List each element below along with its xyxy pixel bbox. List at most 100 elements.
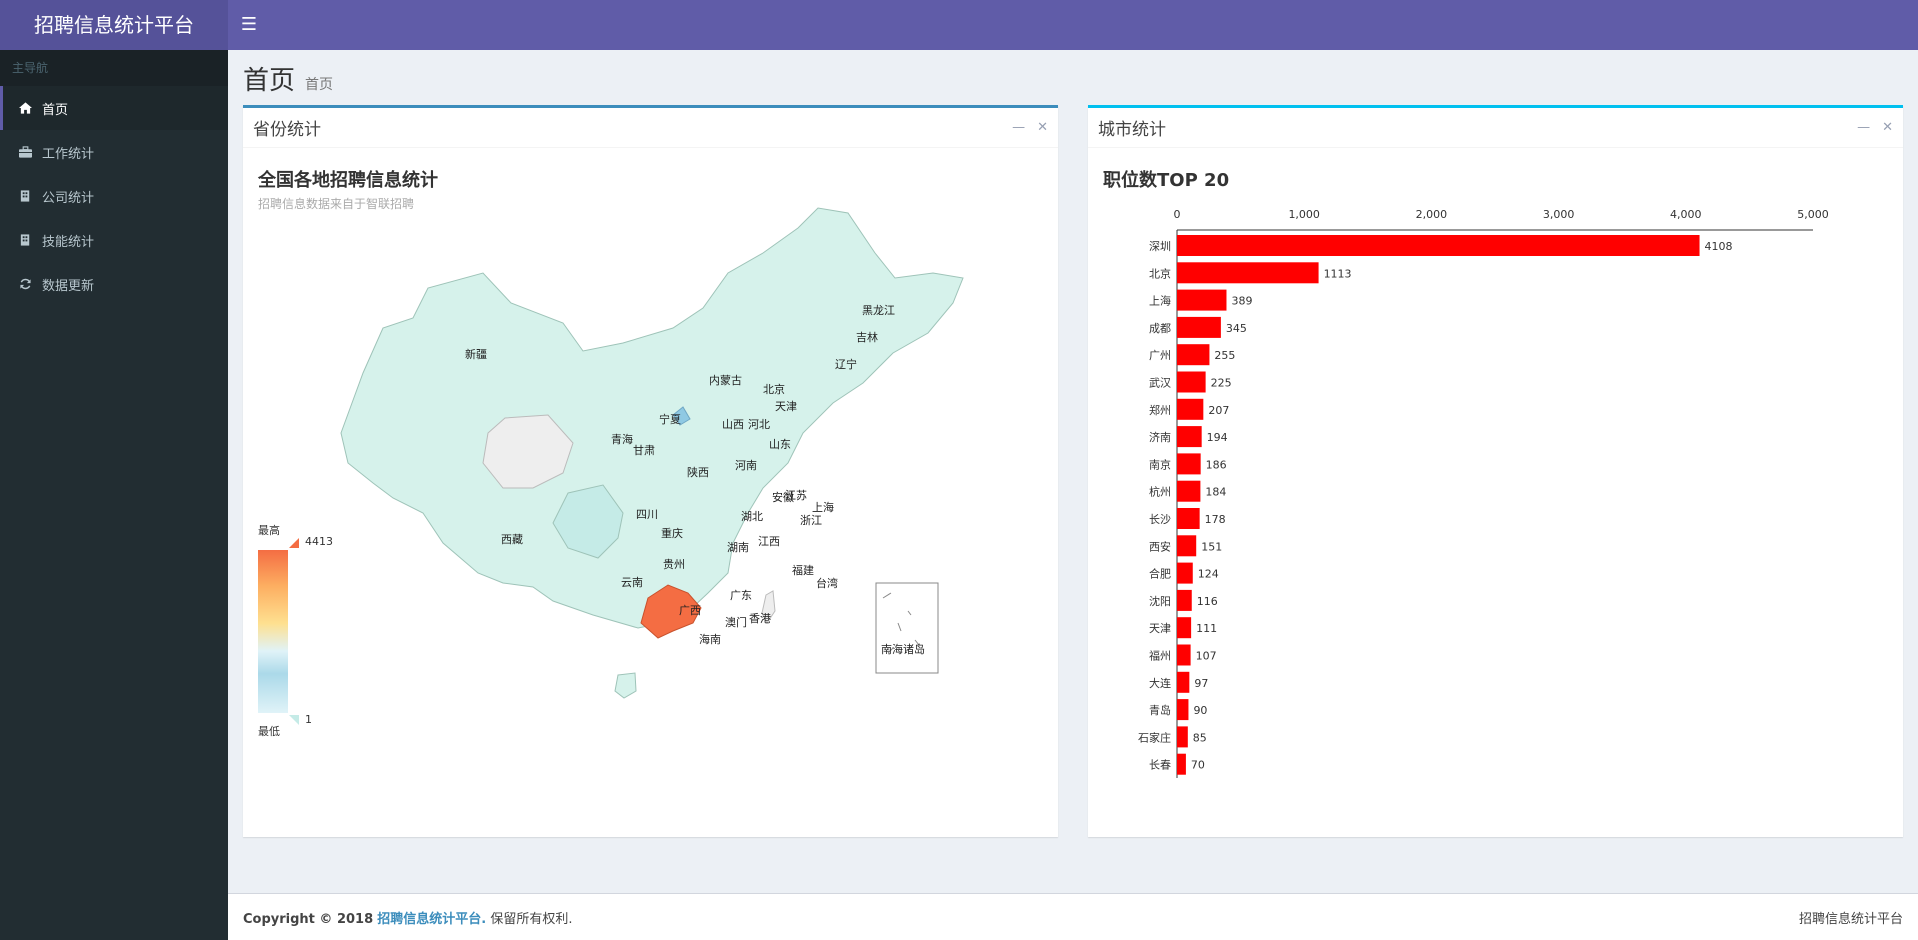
region-label: 黑龙江 xyxy=(862,304,895,317)
bar[interactable] xyxy=(1177,644,1191,666)
x-axis: 0 1,000 2,000 3,000 4,000 5,000 xyxy=(1174,208,1829,778)
region-label: 湖南 xyxy=(727,541,749,554)
china-map[interactable]: 新疆 西藏 青海 甘肃 宁夏 内蒙古 黑龙江 吉林 辽宁 北京 天津 河北 山西… xyxy=(243,153,1058,833)
bar-value-label: 85 xyxy=(1193,731,1207,744)
map-region-qinghai[interactable] xyxy=(482,414,574,489)
bar-value-label: 207 xyxy=(1208,404,1229,417)
y-tick-label: 天津 xyxy=(1149,622,1171,635)
bar[interactable] xyxy=(1177,371,1206,393)
bar[interactable] xyxy=(1177,508,1200,529)
map-region-hainan[interactable] xyxy=(614,672,637,699)
bar-value-label: 345 xyxy=(1226,322,1247,335)
bar-value-label: 116 xyxy=(1197,595,1218,608)
y-tick-label: 合肥 xyxy=(1149,567,1171,581)
bar-chart-title: 职位数TOP 20 xyxy=(1103,170,1230,191)
map-region-beijing[interactable] xyxy=(672,406,691,426)
sidebar-item-skill-stats[interactable]: 技能统计 xyxy=(0,218,228,262)
bar[interactable] xyxy=(1177,562,1193,584)
footer-brand-link[interactable]: 招聘信息统计平台. xyxy=(377,911,487,927)
region-label: 山东 xyxy=(769,438,791,451)
bar[interactable] xyxy=(1177,344,1210,366)
close-icon[interactable]: ✕ xyxy=(1882,120,1893,135)
bar-value-label: 151 xyxy=(1201,540,1222,553)
legend-low-handle[interactable] xyxy=(289,715,299,725)
y-tick-label: 西安 xyxy=(1149,539,1171,553)
bar[interactable] xyxy=(1177,753,1186,775)
box-tools: — ✕ xyxy=(1857,120,1893,135)
bar[interactable] xyxy=(1177,671,1190,693)
region-label: 陕西 xyxy=(687,465,709,479)
bar[interactable] xyxy=(1177,262,1319,284)
bar[interactable] xyxy=(1177,480,1201,502)
app-logo[interactable]: 招聘信息统计平台 xyxy=(0,0,228,50)
breadcrumb[interactable]: 首页 xyxy=(305,77,334,93)
bar-value-label: 178 xyxy=(1205,513,1226,526)
y-tick-label: 沈阳 xyxy=(1149,594,1171,608)
region-label: 广东 xyxy=(730,589,752,602)
region-label: 山西 xyxy=(722,418,744,431)
sidebar-item-company-stats[interactable]: 公司统计 xyxy=(0,174,228,218)
bar[interactable] xyxy=(1177,535,1197,557)
legend-high-handle[interactable] xyxy=(289,538,299,548)
region-label: 香港 xyxy=(749,612,771,625)
collapse-icon[interactable]: — xyxy=(1857,120,1871,135)
region-label: 四川 xyxy=(636,508,658,521)
bar[interactable] xyxy=(1177,398,1204,420)
x-tick-label: 1,000 xyxy=(1288,208,1320,221)
city-bar-chart[interactable]: 0 1,000 2,000 3,000 4,000 5,000 深圳 4108 北京 1113 上… xyxy=(1088,198,1903,838)
sidebar-toggle-icon[interactable]: ☰ xyxy=(240,14,258,35)
region-label: 新疆 xyxy=(465,347,487,361)
region-label: 河北 xyxy=(748,418,770,431)
box-title: 城市统计 xyxy=(1098,120,1166,140)
sidebar-item-job-stats[interactable]: 工作统计 xyxy=(0,130,228,174)
legend-gradient-bar[interactable] xyxy=(258,550,288,713)
bar-value-label: 1113 xyxy=(1324,267,1352,280)
y-tick-label: 长春 xyxy=(1149,759,1171,772)
sidebar-item-label: 技能统计 xyxy=(42,234,95,250)
bar[interactable] xyxy=(1177,289,1227,311)
map-chart-subtitle: 招聘信息数据来自于智联招聘 xyxy=(258,197,415,211)
bar-value-label: 111 xyxy=(1196,622,1217,635)
sidebar-item-label: 首页 xyxy=(42,102,69,118)
y-tick-label: 北京 xyxy=(1149,266,1171,280)
y-tick-label: 深圳 xyxy=(1149,240,1171,253)
collapse-icon[interactable]: — xyxy=(1012,120,1026,135)
app-title: 招聘信息统计平台 xyxy=(34,13,194,37)
close-icon[interactable]: ✕ xyxy=(1037,120,1048,135)
region-label: 辽宁 xyxy=(835,357,857,371)
province-stats-box: 省份统计 — ✕ 全国各地招聘信息统计 招聘信息数据来自于智联招聘 xyxy=(243,105,1058,837)
sidebar-item-home[interactable]: 首页 xyxy=(0,86,228,130)
page-title: 首页 xyxy=(243,66,296,96)
region-label: 吉林 xyxy=(856,330,878,344)
region-label: 安徽 xyxy=(772,490,794,504)
map-region-mainland[interactable] xyxy=(340,207,964,629)
sidebar-item-data-update[interactable]: 数据更新 xyxy=(0,262,228,306)
bar[interactable] xyxy=(1177,426,1202,448)
y-tick-label: 长沙 xyxy=(1149,513,1171,526)
bar[interactable] xyxy=(1177,235,1700,256)
region-label: 河南 xyxy=(735,459,757,472)
region-label: 贵州 xyxy=(663,558,685,571)
region-label: 广西 xyxy=(679,604,701,617)
map-region-guangdong[interactable] xyxy=(640,584,702,639)
map-region-taiwan[interactable] xyxy=(761,590,776,624)
bar[interactable] xyxy=(1177,617,1192,639)
footer-right-text: 招聘信息统计平台 xyxy=(1798,911,1903,927)
top-navbar: ☰ xyxy=(228,0,1918,50)
bar-value-label: 184 xyxy=(1205,486,1226,499)
bar[interactable] xyxy=(1177,726,1188,748)
region-label: 天津 xyxy=(775,400,797,413)
region-label: 重庆 xyxy=(661,526,683,540)
home-icon xyxy=(18,102,32,114)
region-label: 江西 xyxy=(758,535,780,548)
south-china-sea-inset[interactable] xyxy=(875,582,939,674)
region-label: 宁夏 xyxy=(659,412,681,426)
legend-min-value: 1 xyxy=(305,713,312,726)
bar[interactable] xyxy=(1177,316,1221,338)
region-label: 青海 xyxy=(611,432,633,446)
bar[interactable] xyxy=(1177,589,1192,611)
bars: 深圳 4108 北京 1113 上海 389 成都 345 广州 255 武汉 225 郑州 207 济南 1… xyxy=(1138,235,1733,775)
bar[interactable] xyxy=(1177,699,1189,721)
map-region-sichuan[interactable] xyxy=(552,484,624,559)
bar[interactable] xyxy=(1177,453,1201,475)
